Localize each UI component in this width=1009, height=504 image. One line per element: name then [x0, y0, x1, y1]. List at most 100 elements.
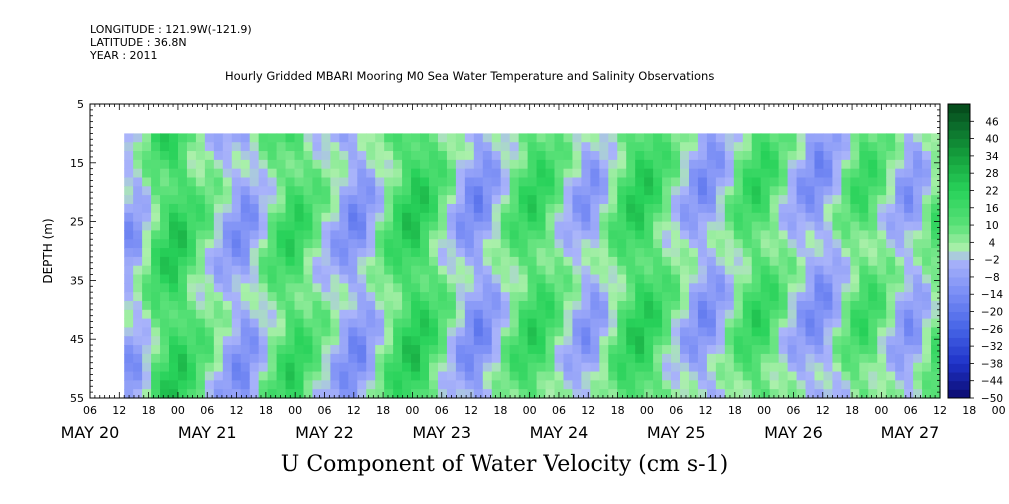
- heatmap-cell: [832, 159, 842, 170]
- heatmap-cell: [886, 283, 896, 293]
- heatmap-cell: [850, 327, 860, 337]
- heatmap-cell: [249, 186, 260, 196]
- heatmap-cell: [697, 159, 708, 170]
- heatmap-cell: [617, 256, 627, 267]
- heatmap-cell: [796, 177, 807, 187]
- heatmap-cell: [258, 283, 269, 293]
- heatmap-cell: [733, 168, 744, 179]
- heatmap-cell: [384, 151, 394, 161]
- heatmap-cell: [420, 362, 430, 373]
- heatmap-cell: [258, 362, 269, 373]
- heatmap-cell: [321, 265, 331, 276]
- heatmap-cell: [518, 327, 529, 337]
- heatmap-cell: [617, 292, 627, 302]
- heatmap-cell: [635, 239, 645, 249]
- heatmap-cell: [680, 186, 690, 196]
- heatmap-cell: [249, 177, 260, 187]
- heatmap-cell: [778, 353, 789, 364]
- heatmap-cell: [312, 336, 323, 346]
- heatmap-cell: [590, 336, 600, 346]
- heatmap-cell: [339, 159, 349, 170]
- heatmap-cell: [653, 212, 663, 223]
- heatmap-cell: [662, 336, 672, 346]
- heatmap-cell: [384, 168, 394, 179]
- heatmap-cell: [411, 362, 421, 373]
- heatmap-cell: [895, 177, 905, 187]
- heatmap-cell: [124, 300, 134, 311]
- heatmap-cell: [375, 353, 385, 364]
- heatmap-cell: [509, 345, 520, 355]
- heatmap-cell: [285, 371, 296, 381]
- heatmap-cell: [922, 389, 932, 399]
- heatmap-cell: [922, 336, 932, 346]
- heatmap-cell: [473, 230, 484, 240]
- heatmap-cell: [868, 283, 878, 293]
- heatmap-cell: [222, 142, 233, 152]
- heatmap-cell: [599, 380, 609, 390]
- heatmap-cell: [599, 195, 609, 205]
- heatmap-cell: [653, 362, 663, 373]
- heatmap-cell: [142, 142, 152, 152]
- heatmap-cell: [635, 362, 645, 373]
- heatmap-cell: [177, 186, 188, 196]
- heatmap-cell: [814, 300, 825, 311]
- heatmap-cell: [375, 292, 385, 302]
- heatmap-cell: [411, 239, 421, 249]
- heatmap-cell: [482, 274, 493, 284]
- heatmap-cell: [769, 221, 780, 232]
- heatmap-cell: [922, 300, 932, 311]
- heatmap-cell: [321, 203, 331, 214]
- heatmap-cell: [760, 203, 771, 214]
- heatmap-cell: [124, 309, 134, 320]
- heatmap-cell: [886, 248, 896, 258]
- heatmap-cell: [491, 168, 502, 179]
- heatmap-cell: [339, 133, 349, 143]
- heatmap-cell: [464, 133, 475, 143]
- heatmap-cell: [697, 256, 708, 267]
- heatmap-cell: [742, 133, 753, 143]
- heatmap-cell: [473, 309, 484, 320]
- heatmap-cell: [671, 318, 681, 329]
- heatmap-cell: [348, 186, 358, 196]
- heatmap-cell: [312, 380, 323, 390]
- heatmap-cell: [715, 300, 726, 311]
- heatmap-cell: [276, 195, 287, 205]
- heatmap-cell: [626, 353, 636, 364]
- heatmap-cell: [285, 212, 296, 223]
- heatmap-cell: [509, 159, 520, 170]
- heatmap-cell: [455, 292, 466, 302]
- heatmap-cell: [814, 177, 825, 187]
- heatmap-cell: [769, 168, 780, 179]
- heatmap-cell: [850, 389, 860, 399]
- colorbar-label: 34: [985, 151, 999, 163]
- heatmap-cell: [724, 362, 735, 373]
- heatmap-cell: [590, 371, 600, 381]
- heatmap-cell: [742, 177, 753, 187]
- heatmap-cell: [402, 203, 412, 214]
- heatmap-cell: [509, 230, 520, 240]
- heatmap-cell: [733, 345, 744, 355]
- heatmap-cell: [231, 168, 242, 179]
- heatmap-cell: [402, 168, 412, 179]
- heatmap-cell: [464, 177, 475, 187]
- heatmap-cell: [411, 327, 421, 337]
- heatmap-cell: [375, 345, 385, 355]
- heatmap-cell: [124, 195, 134, 205]
- heatmap-cell: [680, 380, 690, 390]
- x-hour-tick-label: 00: [171, 404, 185, 417]
- heatmap-cell: [348, 239, 358, 249]
- heatmap-cell: [151, 389, 161, 399]
- heatmap-cell: [536, 362, 547, 373]
- heatmap-cell: [805, 186, 816, 196]
- heatmap-cell: [258, 336, 269, 346]
- heatmap-cell: [680, 336, 690, 346]
- heatmap-cell: [581, 318, 591, 329]
- heatmap-cell: [339, 300, 349, 311]
- heatmap-cell: [204, 195, 215, 205]
- heatmap-cell: [455, 212, 466, 223]
- heatmap-cell: [151, 186, 161, 196]
- heatmap-cell: [563, 142, 574, 152]
- heatmap-cell: [581, 203, 591, 214]
- colorbar-swatch: [948, 389, 970, 399]
- heatmap-cell: [742, 186, 753, 196]
